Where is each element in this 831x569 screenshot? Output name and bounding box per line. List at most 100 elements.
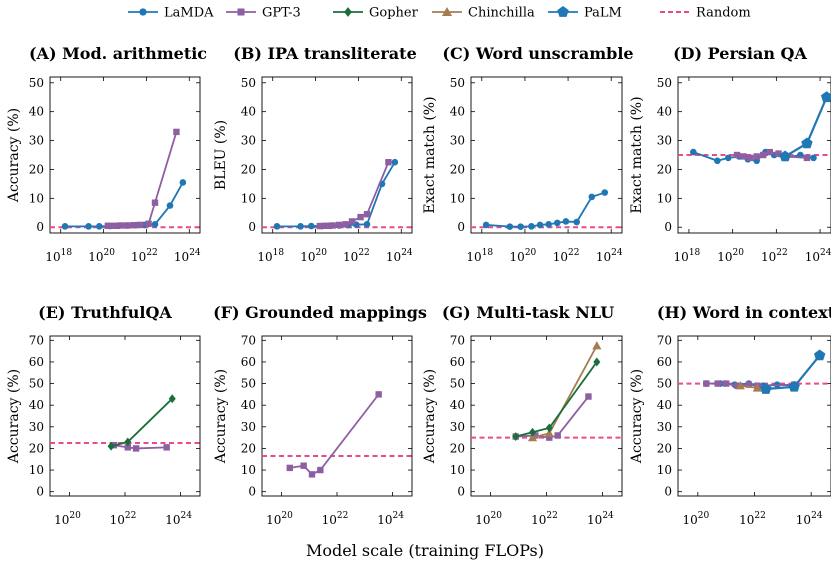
x-tick-exponent: 24: [392, 511, 404, 521]
data-point: [179, 179, 187, 186]
x-tick-label: 1020: [88, 248, 115, 264]
x-tick-label: 1024: [174, 248, 201, 264]
data-point: [714, 157, 721, 165]
series-gpt-3: [286, 391, 382, 478]
y-tick-label: 10: [450, 463, 465, 477]
series-line: [110, 398, 173, 448]
y-axis-label: Accuracy (%): [6, 108, 22, 203]
y-tick-label: 60: [241, 355, 256, 369]
data-point: [297, 223, 304, 230]
data-point: [532, 432, 539, 439]
data-point: [703, 380, 710, 387]
x-tick-label: 1020: [475, 511, 502, 527]
data-point: [335, 221, 343, 229]
legend-item-random: Random: [660, 6, 751, 21]
y-tick-label: 60: [657, 355, 672, 369]
data-point: [317, 466, 324, 474]
y-tick-label: 50: [29, 76, 44, 90]
data-point: [308, 471, 316, 478]
x-tick-label: 1018: [466, 248, 493, 264]
series-line: [65, 182, 184, 228]
series-lamda: [482, 189, 609, 230]
data-point: [163, 444, 170, 451]
y-tick-label: 40: [450, 105, 465, 119]
legend-item-chinchilla: Chinchilla: [432, 6, 535, 21]
data-point: [111, 222, 118, 229]
x-tick-label: 1024: [386, 248, 413, 264]
y-tick-label: 0: [457, 220, 465, 234]
data-point: [546, 434, 553, 441]
x-tick-exponent: 22: [358, 248, 369, 258]
y-tick-label: 30: [657, 134, 672, 148]
x-tick-label: 1018: [257, 248, 284, 264]
y-tick-label: 50: [29, 377, 44, 391]
y-axis-label: Accuracy (%): [422, 369, 438, 464]
data-point: [307, 222, 315, 230]
x-tick-label: 1022: [343, 248, 370, 264]
x-tick-label: 1022: [739, 511, 766, 527]
data-point: [544, 428, 554, 437]
data-point: [810, 154, 817, 162]
data-point: [528, 223, 535, 230]
y-tick-label: 30: [450, 134, 465, 148]
data-point: [690, 148, 697, 156]
series-line: [486, 191, 606, 228]
data-point: [132, 445, 140, 452]
data-point: [130, 222, 137, 229]
x-tick-label: 1022: [322, 511, 349, 527]
figure-xlabel: Model scale (training FLOPs): [306, 541, 544, 560]
y-tick-label: 50: [241, 76, 256, 90]
data-point: [517, 223, 524, 230]
axes-frame: [49, 335, 201, 497]
data-point: [273, 223, 281, 230]
y-axis-label: Accuracy (%): [213, 369, 229, 464]
y-tick-label: 0: [248, 220, 256, 234]
data-point: [779, 150, 791, 162]
data-point: [117, 222, 124, 229]
x-tick-exponent: 22: [337, 511, 348, 521]
y-tick-label: 30: [29, 420, 44, 434]
data-point: [527, 433, 538, 442]
x-tick-exponent: 24: [401, 248, 413, 258]
x-tick-exponent: 22: [546, 511, 557, 521]
axes-frame: [470, 335, 623, 497]
data-point: [585, 393, 592, 400]
data-point: [745, 381, 753, 388]
x-tick-label: 1020: [682, 511, 709, 527]
x-tick-label: 1020: [717, 248, 744, 264]
data-point: [323, 222, 330, 229]
x-tick-exponent: 24: [180, 511, 192, 521]
data-point: [753, 153, 760, 160]
data-point: [342, 221, 349, 228]
data-point: [385, 159, 392, 166]
data-point: [588, 193, 596, 201]
axes-frame: [261, 335, 413, 497]
y-tick-label: 10: [29, 463, 44, 477]
x-tick-exponent: 18: [482, 248, 494, 258]
y-tick-label: 30: [450, 420, 465, 434]
data-point: [363, 221, 371, 228]
y-tick-label: 0: [457, 485, 465, 499]
y-tick-label: 40: [29, 105, 44, 119]
x-tick-label: 1024: [796, 511, 823, 527]
data-point: [788, 380, 800, 392]
x-tick-exponent: 18: [689, 248, 701, 258]
y-tick-label: 50: [657, 76, 672, 90]
y-tick-label: 70: [657, 333, 672, 347]
y-tick-label: 20: [29, 162, 44, 176]
data-point: [733, 151, 741, 159]
x-tick-label: 1024: [805, 248, 831, 264]
x-tick-exponent: 22: [568, 248, 579, 258]
axes-frame: [261, 76, 413, 234]
y-tick-label: 10: [29, 191, 44, 205]
x-tick-exponent: 24: [602, 511, 614, 521]
x-tick-exponent: 20: [733, 248, 745, 258]
y-tick-label: 60: [450, 355, 465, 369]
data-point: [151, 199, 159, 206]
data-point: [573, 218, 580, 226]
x-tick-exponent: 20: [698, 511, 710, 521]
